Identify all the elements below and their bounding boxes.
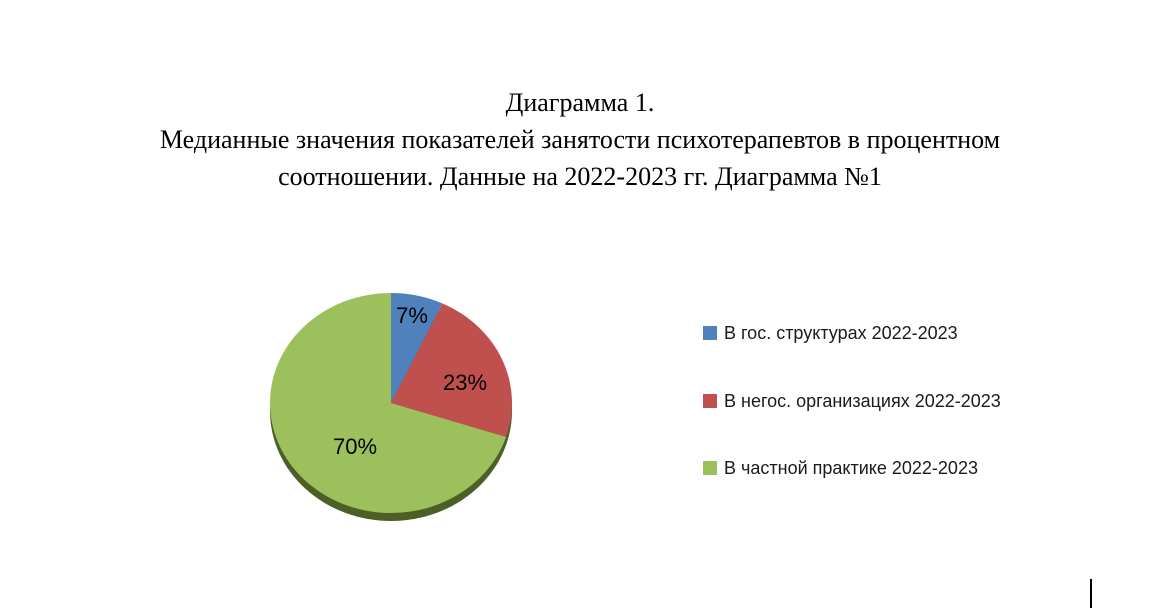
pie-slice-1[interactable] [391,303,513,437]
legend-swatch-icon [703,461,717,475]
legend-item-label: В негос. организациях 2022-2023 [724,390,1001,411]
legend-swatch-icon [703,326,717,340]
text-cursor[interactable] [1090,579,1092,608]
legend-item-private[interactable]: В частной практике 2022-2023 [703,457,978,479]
chart-title-line-3: соотношении. Данные на 2022-2023 гг. Диа… [278,162,882,191]
legend-item-nongov[interactable]: В негос. организациях 2022-2023 [703,390,1001,412]
pie-slice-2[interactable] [270,293,507,513]
legend-item-label: В частной практике 2022-2023 [724,457,978,478]
pie-slice-0[interactable] [391,293,443,403]
legend-swatch-icon [703,394,717,408]
legend-item-gov[interactable]: В гос. структурах 2022-2023 [703,322,958,344]
chart-title: Диаграмма 1. Медианные значения показате… [0,84,1160,195]
chart-title-line-1: Диаграмма 1. [505,88,655,117]
chart-title-line-2: Медианные значения показателей занятости… [159,125,1001,154]
legend-item-label: В гос. структурах 2022-2023 [724,322,958,343]
